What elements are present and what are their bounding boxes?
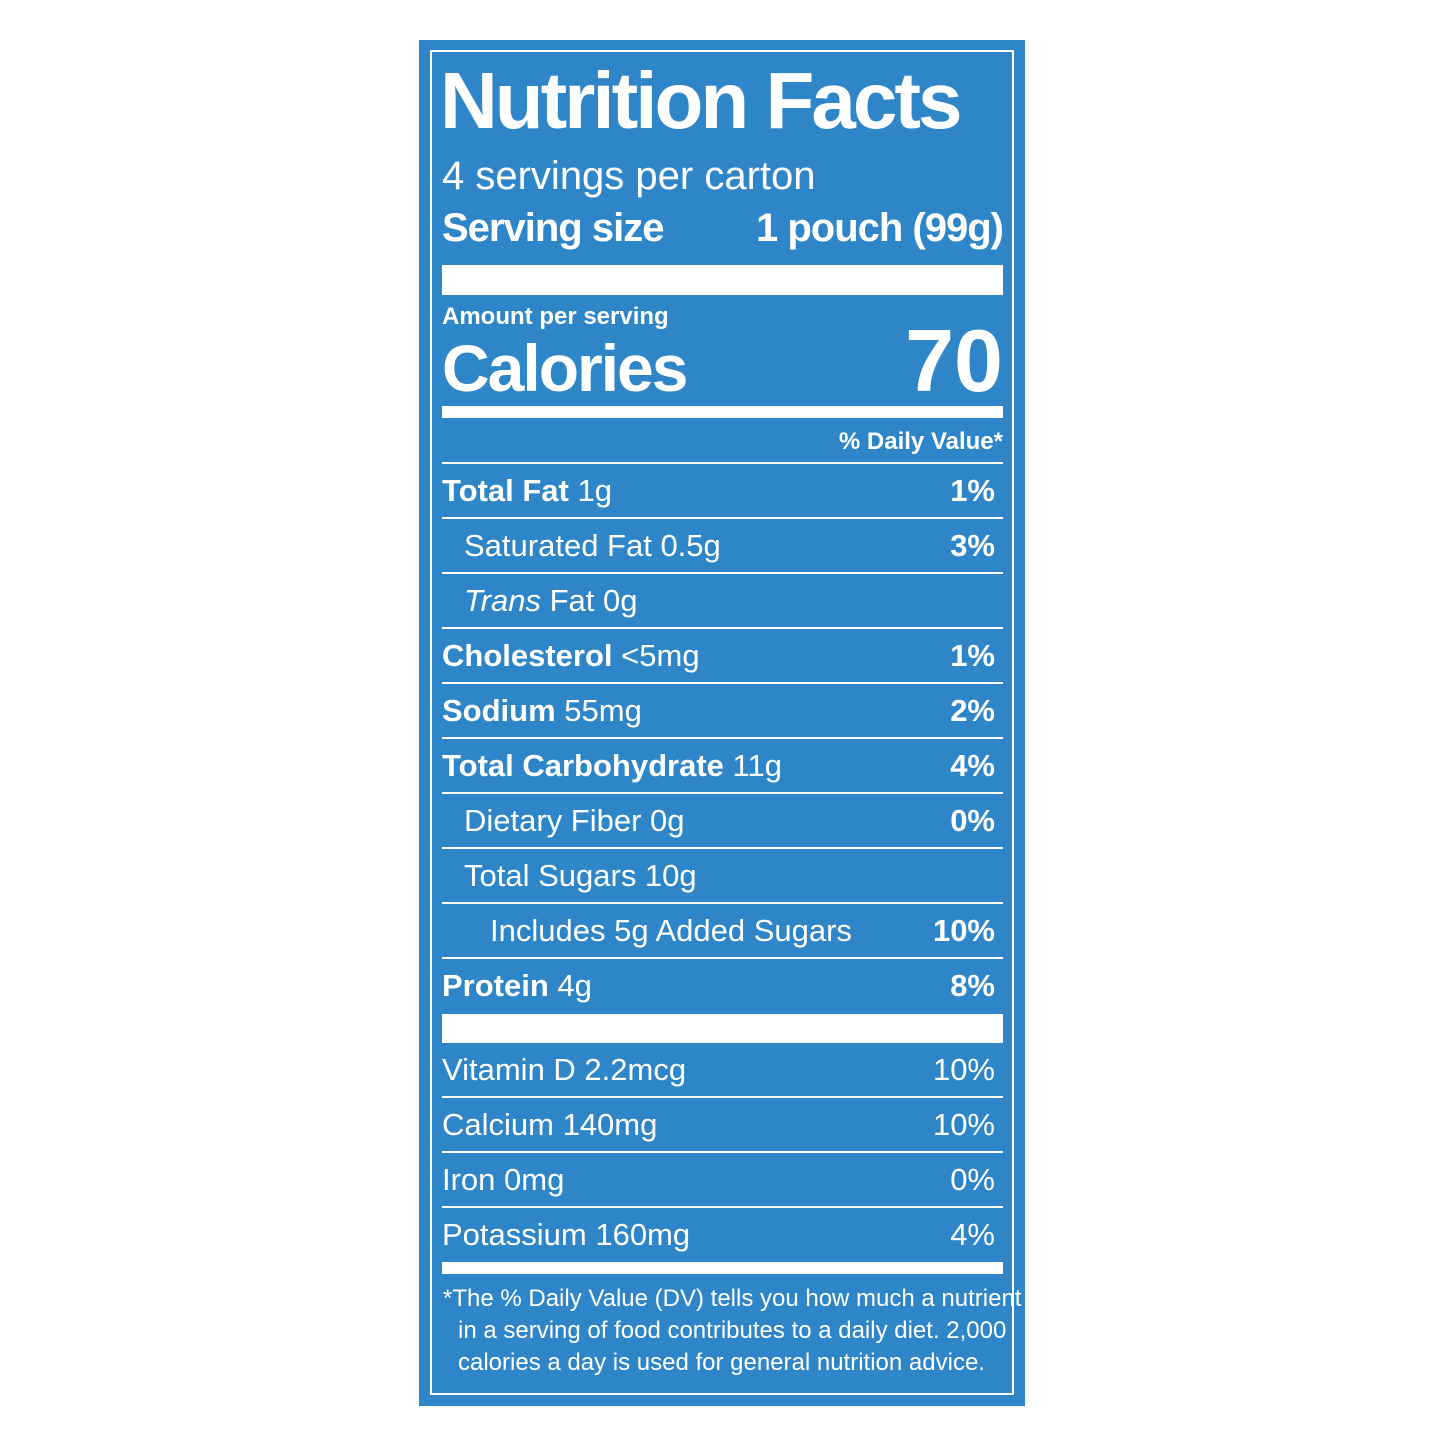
nutrient-name: Fat 0g [549, 582, 638, 618]
nutrient-row: Dietary Fiber 0g 0% [442, 794, 1003, 849]
vitamin-row: Calcium 140mg 10% [442, 1098, 1003, 1153]
nutrient-row: Saturated Fat 0.5g 3% [442, 519, 1003, 574]
nutrient-name: Cholesterol [442, 637, 613, 673]
nutrient-amount: 11g [732, 747, 782, 783]
vitamin-name: Potassium 160mg [442, 1216, 691, 1252]
nutrient-row: Total Carbohydrate 11g 4% [442, 739, 1003, 794]
thick-rule [442, 1014, 1003, 1043]
nutrient-amount: <5mg [621, 637, 700, 673]
rule [442, 462, 1003, 464]
nutrient-name: Protein [442, 967, 549, 1003]
nutrient-row: Sodium 55mg 2% [442, 684, 1003, 739]
footnote-line: *The % Daily Value (DV) tells you how mu… [443, 1285, 1022, 1312]
vitamin-row: Iron 0mg 0% [442, 1153, 1003, 1208]
footnote-line: calories a day is used for general nutri… [458, 1349, 985, 1376]
label-border [430, 50, 1014, 1395]
nutrient-name: Saturated Fat 0.5g [464, 527, 721, 563]
nutrient-name: Includes 5g Added Sugars [490, 912, 852, 948]
nutrient-name: Sodium [442, 692, 556, 728]
nutrient-name: Total Carbohydrate [442, 747, 724, 783]
vitamin-dv: 4% [950, 1216, 995, 1252]
nutrient-row: Trans Fat 0g [442, 574, 1003, 629]
vitamin-row: Vitamin D 2.2mcg 10% [442, 1043, 1003, 1098]
nutrient-name: Total Sugars 10g [464, 857, 697, 893]
nutrient-name: Dietary Fiber 0g [464, 802, 685, 838]
vitamin-dv: 10% [932, 1106, 995, 1142]
nutrient-dv: 4% [950, 747, 995, 783]
vitamin-row: Potassium 160mg 4% [442, 1208, 1003, 1261]
nutrient-dv: 2% [950, 692, 995, 728]
nutrient-row: Cholesterol <5mg 1% [442, 629, 1003, 684]
nutrient-dv: 0% [950, 802, 995, 838]
nutrient-amount: 4g [557, 967, 592, 1003]
title: Nutrition Facts [440, 56, 962, 145]
nutrient-row: Total Sugars 10g [442, 849, 1003, 904]
amount-per-serving: Amount per serving [442, 303, 669, 330]
nutrient-amount: 55mg [564, 692, 642, 728]
nutrient-amount: 1g [577, 472, 612, 508]
vitamin-dv: 0% [950, 1161, 995, 1197]
vitamin-name: Calcium 140mg [442, 1106, 658, 1142]
thick-rule [442, 265, 1003, 295]
nutrient-dv: 8% [950, 967, 995, 1003]
nutrient-row: Protein 4g 8% [442, 959, 1003, 1012]
footnote-line: in a serving of food contributes to a da… [458, 1317, 1007, 1344]
nutrient-name-italic: Trans [464, 582, 541, 618]
serving-size-value: 1 pouch (99g) [755, 206, 1004, 250]
daily-value-header: % Daily Value* [838, 428, 1003, 455]
thick-rule [442, 406, 1003, 418]
thick-rule [442, 1262, 1003, 1274]
servings: 4 servings per carton [442, 154, 816, 198]
nutrient-dv: 1% [950, 472, 995, 508]
calories-value: 70 [905, 311, 1003, 410]
nutrient-name: Total Fat [442, 472, 569, 508]
nutrient-row: Includes 5g Added Sugars 10% [442, 904, 1003, 959]
calories-label: Calories [442, 331, 688, 405]
serving-size-label: Serving size [442, 206, 664, 250]
nutrient-dv: 3% [950, 527, 995, 563]
vitamin-name: Vitamin D 2.2mcg [442, 1051, 687, 1087]
vitamin-name: Iron 0mg [442, 1161, 565, 1197]
nutrient-dv: 1% [950, 637, 995, 673]
vitamin-dv: 10% [932, 1051, 995, 1087]
nutrient-dv: 10% [932, 912, 995, 948]
nutrient-row: Total Fat 1g 1% [442, 464, 1003, 519]
